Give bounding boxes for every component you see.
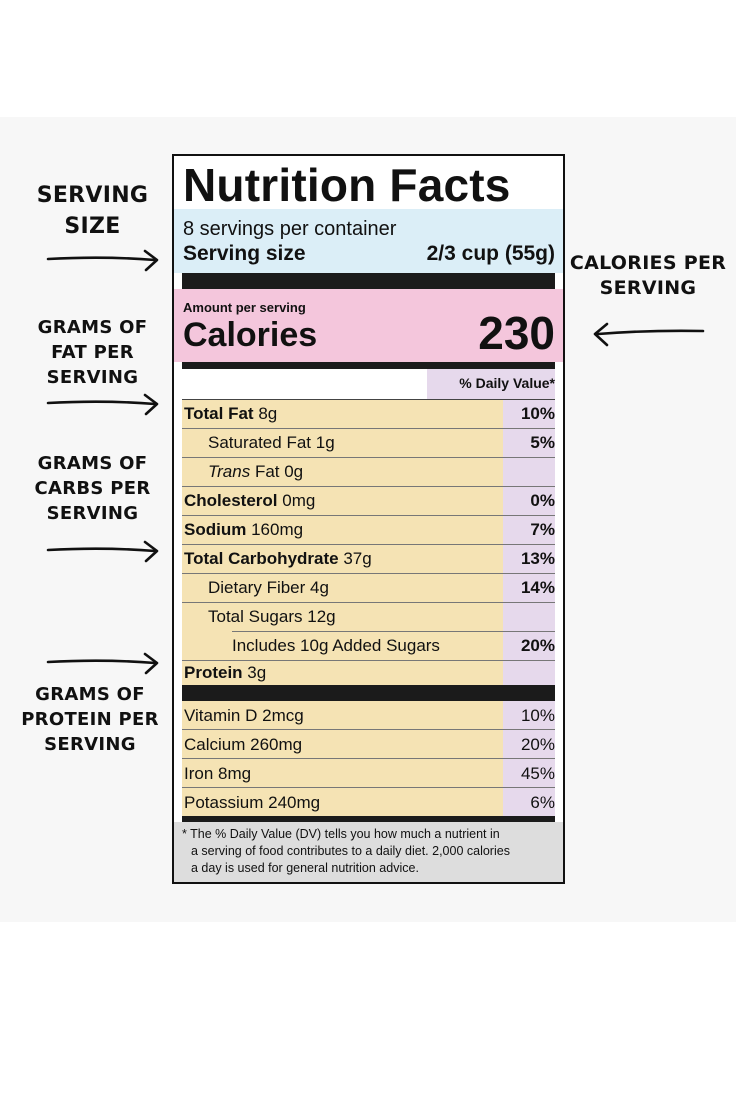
nutrient-name: Cholesterol <box>184 491 278 510</box>
arrow-right-icon <box>46 540 159 563</box>
nutrient-row-sodium: Sodium 160mg 7% <box>174 516 563 544</box>
nutrient-row-total-fat: Total Fat 8g 10% <box>174 400 563 428</box>
row-divider <box>182 573 555 574</box>
vitamin-name: Potassium <box>184 793 264 812</box>
footnote-box <box>174 822 563 882</box>
vitamin-row-potassium: Potassium 240mg 6% <box>174 788 563 816</box>
label-title: Nutrition Facts <box>183 159 511 211</box>
calories-value: 230 <box>478 307 555 359</box>
nutrient-amount: 1g <box>315 433 335 452</box>
nutrient-row-added-sugars: Includes 10g Added Sugars 20% <box>174 632 563 660</box>
nutrient-row-saturated-fat: Saturated Fat 1g 5% <box>174 429 563 457</box>
annotation-calories-per-serving: CALORIES PER SERVING <box>569 252 727 299</box>
vitamin-name: Iron <box>184 764 214 783</box>
row-divider <box>182 729 555 730</box>
nutrient-name: Dietary Fiber <box>208 578 306 597</box>
vitamin-dv: 20% <box>520 735 555 754</box>
row-divider <box>182 758 555 759</box>
vitamin-name: Vitamin D <box>184 706 258 725</box>
row-divider <box>232 631 555 632</box>
vitamin-row-iron: Iron 8mg 45% <box>174 759 563 787</box>
nutrient-row-total-carbohydrate: Total Carbohydrate 37g 13% <box>174 545 563 573</box>
annotation-grams-of-fat: GRAMS OF FAT PER SERVING <box>37 317 148 388</box>
annotation-serving-size: SERVING SIZE <box>36 183 149 239</box>
footnote-line: * The % Daily Value (DV) tells you how m… <box>182 827 500 841</box>
row-divider <box>182 399 555 400</box>
footnote-line: a serving of food contributes to a daily… <box>191 844 510 858</box>
arrow-right-icon <box>46 652 159 675</box>
calories-box <box>174 289 563 362</box>
footnote-line: a day is used for general nutrition advi… <box>191 861 419 875</box>
nutrient-name: Saturated Fat <box>208 433 312 452</box>
nutrient-dv: 14% <box>520 578 555 597</box>
row-divider <box>182 428 555 429</box>
nutrient-dv: 5% <box>530 433 555 452</box>
vitamin-amount: 8mg <box>218 764 252 783</box>
vitamin-amount: 260mg <box>250 735 303 754</box>
nutrient-name: Total Sugars <box>208 607 303 626</box>
nutrient-amount: 160mg <box>251 520 304 539</box>
nutrient-section-bg <box>182 400 503 685</box>
servings-per-container: 8 servings per container <box>183 218 397 240</box>
medium-divider <box>182 362 555 369</box>
amount-per-serving: Amount per serving <box>183 300 306 315</box>
vitamin-row-calcium: Calcium 260mg 20% <box>174 730 563 758</box>
nutrient-dv: 7% <box>530 520 555 539</box>
row-divider <box>182 602 555 603</box>
row-divider <box>182 486 555 487</box>
nutrient-dv: 20% <box>520 636 555 655</box>
nutrient-amount: Fat 0g <box>254 462 304 481</box>
daily-value-header: % Daily Value* <box>459 375 555 391</box>
nutrient-name: Protein <box>184 663 243 682</box>
daily-value-column-bg <box>503 400 555 685</box>
daily-value-header-box <box>427 369 555 399</box>
vitamin-dv: 10% <box>520 706 555 725</box>
nutrient-dv: 10% <box>520 404 555 423</box>
nutrient-amount: 37g <box>343 549 372 568</box>
nutrient-row-total-sugars: Total Sugars 12g <box>174 603 563 631</box>
row-divider <box>182 544 555 545</box>
nutrient-dv: 0% <box>530 491 555 510</box>
nutrient-amount: 12g <box>307 607 336 626</box>
row-divider <box>182 515 555 516</box>
calories-label: Calories <box>183 316 318 354</box>
vitamin-row-vitamin-d: Vitamin D 2mcg 10% <box>174 701 563 729</box>
nutrient-name: Total Carbohydrate <box>184 549 339 568</box>
nutrient-name: Total Fat <box>184 404 254 423</box>
annotation-grams-of-carbs: GRAMS OF CARBS PER SERVING <box>34 453 151 524</box>
row-divider <box>182 787 555 788</box>
annotation-grams-of-protein: GRAMS OF PROTEIN PER SERVING <box>21 684 159 755</box>
nutrient-name: Includes 10g Added Sugars <box>232 636 440 655</box>
nutrient-row-dietary-fiber: Dietary Fiber 4g 14% <box>174 574 563 602</box>
nutrient-row-protein: Protein 3g <box>174 661 563 685</box>
arrow-left-icon <box>593 322 705 347</box>
nutrient-amount: 0mg <box>282 491 316 510</box>
vitamin-amount: 2mcg <box>262 706 304 725</box>
serving-size-label: Serving size <box>183 242 306 265</box>
nutrient-amount: 3g <box>247 663 267 682</box>
nutrition-facts-label: Nutrition Facts 8 servings per container… <box>172 154 565 884</box>
nutrient-name: Sodium <box>184 520 247 539</box>
nutrient-dv: 13% <box>520 549 555 568</box>
vitamin-amount: 240mg <box>268 793 321 812</box>
thick-divider <box>182 273 555 289</box>
arrow-right-icon <box>46 249 159 272</box>
arrow-right-icon <box>46 393 159 416</box>
thick-divider <box>182 685 555 701</box>
nutrient-row-cholesterol: Cholesterol 0mg 0% <box>174 487 563 515</box>
footnote: * The % Daily Value (DV) tells you how m… <box>182 826 554 877</box>
nutrient-amount: 4g <box>310 578 329 597</box>
nutrient-row-trans-fat: Trans Fat 0g <box>174 458 563 486</box>
row-divider <box>182 660 555 661</box>
vitamin-dv: 6% <box>530 793 555 812</box>
nutrient-name: Trans <box>208 462 251 481</box>
vitamin-name: Calcium <box>184 735 246 754</box>
row-divider <box>182 457 555 458</box>
nutrient-amount: 8g <box>258 404 278 423</box>
vitamin-dv: 45% <box>520 764 555 783</box>
serving-box <box>174 209 563 273</box>
medium-divider <box>182 816 555 822</box>
serving-size-value: 2/3 cup (55g) <box>426 242 555 265</box>
